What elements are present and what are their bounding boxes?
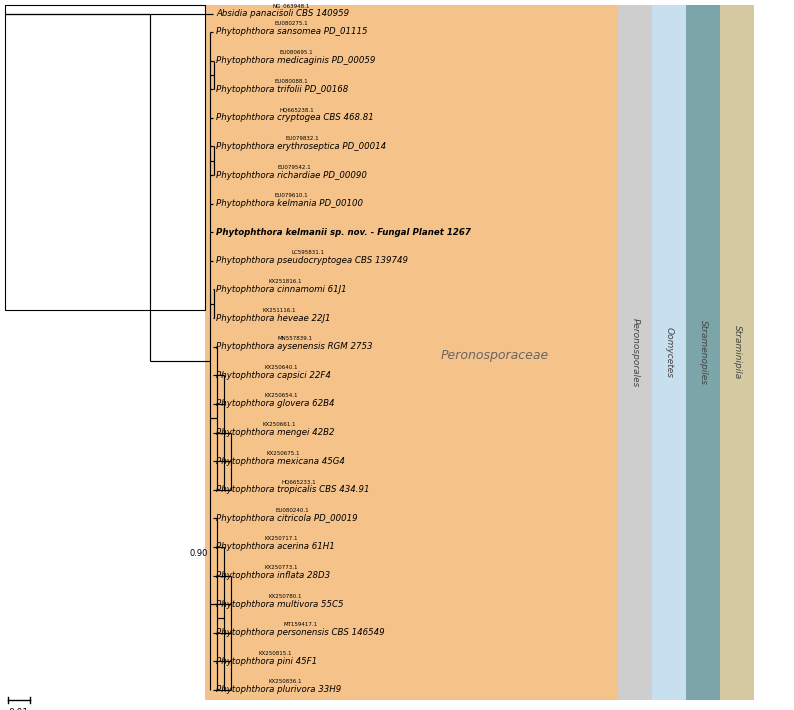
Bar <box>652 5 686 700</box>
Bar <box>720 5 754 700</box>
Text: KX250773.1: KX250773.1 <box>264 565 298 570</box>
Text: Phytophthora mexicana 45G4: Phytophthora mexicana 45G4 <box>216 457 345 466</box>
Text: Phytophthora personensis CBS 146549: Phytophthora personensis CBS 146549 <box>216 628 384 638</box>
Text: Phytophthora cryptogea CBS 468.81: Phytophthora cryptogea CBS 468.81 <box>216 114 374 122</box>
Text: Phytophthora pseudocryptogea CBS 139749: Phytophthora pseudocryptogea CBS 139749 <box>216 256 408 266</box>
Text: 0.01: 0.01 <box>8 708 28 710</box>
Text: Oomycetes: Oomycetes <box>665 327 673 378</box>
Text: Phytophthora richardiae PD_00090: Phytophthora richardiae PD_00090 <box>216 170 367 180</box>
Text: Phytophthora aysenensis RGM 2753: Phytophthora aysenensis RGM 2753 <box>216 342 372 351</box>
Text: KX250815.1: KX250815.1 <box>259 651 292 656</box>
Text: MN557839.1: MN557839.1 <box>278 337 313 342</box>
Text: EU080275.1: EU080275.1 <box>274 21 307 26</box>
Text: Phytophthora multivora 55C5: Phytophthora multivora 55C5 <box>216 600 344 608</box>
Text: Peronosporaceae: Peronosporaceae <box>441 349 549 361</box>
Bar <box>686 5 720 700</box>
Text: Phytophthora capsici 22F4: Phytophthora capsici 22F4 <box>216 371 331 380</box>
Text: EU080695.1: EU080695.1 <box>279 50 314 55</box>
Bar <box>618 5 652 700</box>
Text: EU079832.1: EU079832.1 <box>286 136 319 141</box>
Text: KX250836.1: KX250836.1 <box>268 679 302 684</box>
Text: Phytophthora pini 45F1: Phytophthora pini 45F1 <box>216 657 317 666</box>
Text: KX250654.1: KX250654.1 <box>264 393 298 398</box>
Text: Phytophthora citricola PD_00019: Phytophthora citricola PD_00019 <box>216 514 357 523</box>
Text: Phytophthora tropicalis CBS 434.91: Phytophthora tropicalis CBS 434.91 <box>216 485 369 494</box>
Text: Phytophthora heveae 22J1: Phytophthora heveae 22J1 <box>216 314 330 322</box>
Text: Straminipila: Straminipila <box>733 325 742 380</box>
Text: Absidia panacisoli CBS 140959: Absidia panacisoli CBS 140959 <box>216 9 349 18</box>
Text: Stramenopiles: Stramenopiles <box>699 320 707 385</box>
Text: NG_063948.1: NG_063948.1 <box>272 3 310 9</box>
Text: MT159417.1: MT159417.1 <box>283 622 318 627</box>
Text: KX250640.1: KX250640.1 <box>264 365 298 370</box>
Text: KX250675.1: KX250675.1 <box>266 451 300 456</box>
Text: Phytophthora mengei 42B2: Phytophthora mengei 42B2 <box>216 428 334 437</box>
Text: Peronosporales: Peronosporales <box>630 318 639 387</box>
Text: HQ665233.1: HQ665233.1 <box>282 479 316 484</box>
Text: Phytophthora plurivora 33H9: Phytophthora plurivora 33H9 <box>216 685 341 694</box>
Text: KX250780.1: KX250780.1 <box>268 594 302 599</box>
Text: Phytophthora erythroseptica PD_00014: Phytophthora erythroseptica PD_00014 <box>216 142 386 151</box>
Text: HQ665238.1: HQ665238.1 <box>279 107 314 112</box>
Bar <box>5 5 205 310</box>
Text: KX250717.1: KX250717.1 <box>264 537 298 542</box>
Text: Phytophthora acerina 61H1: Phytophthora acerina 61H1 <box>216 542 335 552</box>
Text: Phytophthora kelmanii sp. nov. - Fungal Planet 1267: Phytophthora kelmanii sp. nov. - Fungal … <box>216 228 471 236</box>
Bar <box>205 5 618 700</box>
Text: Phytophthora inflata 28D3: Phytophthora inflata 28D3 <box>216 571 330 580</box>
Text: KX251816.1: KX251816.1 <box>268 279 302 284</box>
Text: Phytophthora cinnamomi 61J1: Phytophthora cinnamomi 61J1 <box>216 285 347 294</box>
Text: LC595831.1: LC595831.1 <box>291 251 325 256</box>
Text: Phytophthora glovera 62B4: Phytophthora glovera 62B4 <box>216 400 334 408</box>
Text: EU080240.1: EU080240.1 <box>276 508 310 513</box>
Text: Phytophthora trifolii PD_00168: Phytophthora trifolii PD_00168 <box>216 84 349 94</box>
Text: 0.90: 0.90 <box>190 549 208 558</box>
Text: EU080088.1: EU080088.1 <box>274 79 307 84</box>
Text: EU079610.1: EU079610.1 <box>274 193 307 198</box>
Text: KX251116.1: KX251116.1 <box>263 307 296 312</box>
Text: Phytophthora sansomea PD_01115: Phytophthora sansomea PD_01115 <box>216 28 368 36</box>
Text: Phytophthora medicaginis PD_00059: Phytophthora medicaginis PD_00059 <box>216 56 376 65</box>
Text: EU079542.1: EU079542.1 <box>278 165 311 170</box>
Text: KX250661.1: KX250661.1 <box>263 422 296 427</box>
Text: Phytophthora kelmania PD_00100: Phytophthora kelmania PD_00100 <box>216 199 363 208</box>
